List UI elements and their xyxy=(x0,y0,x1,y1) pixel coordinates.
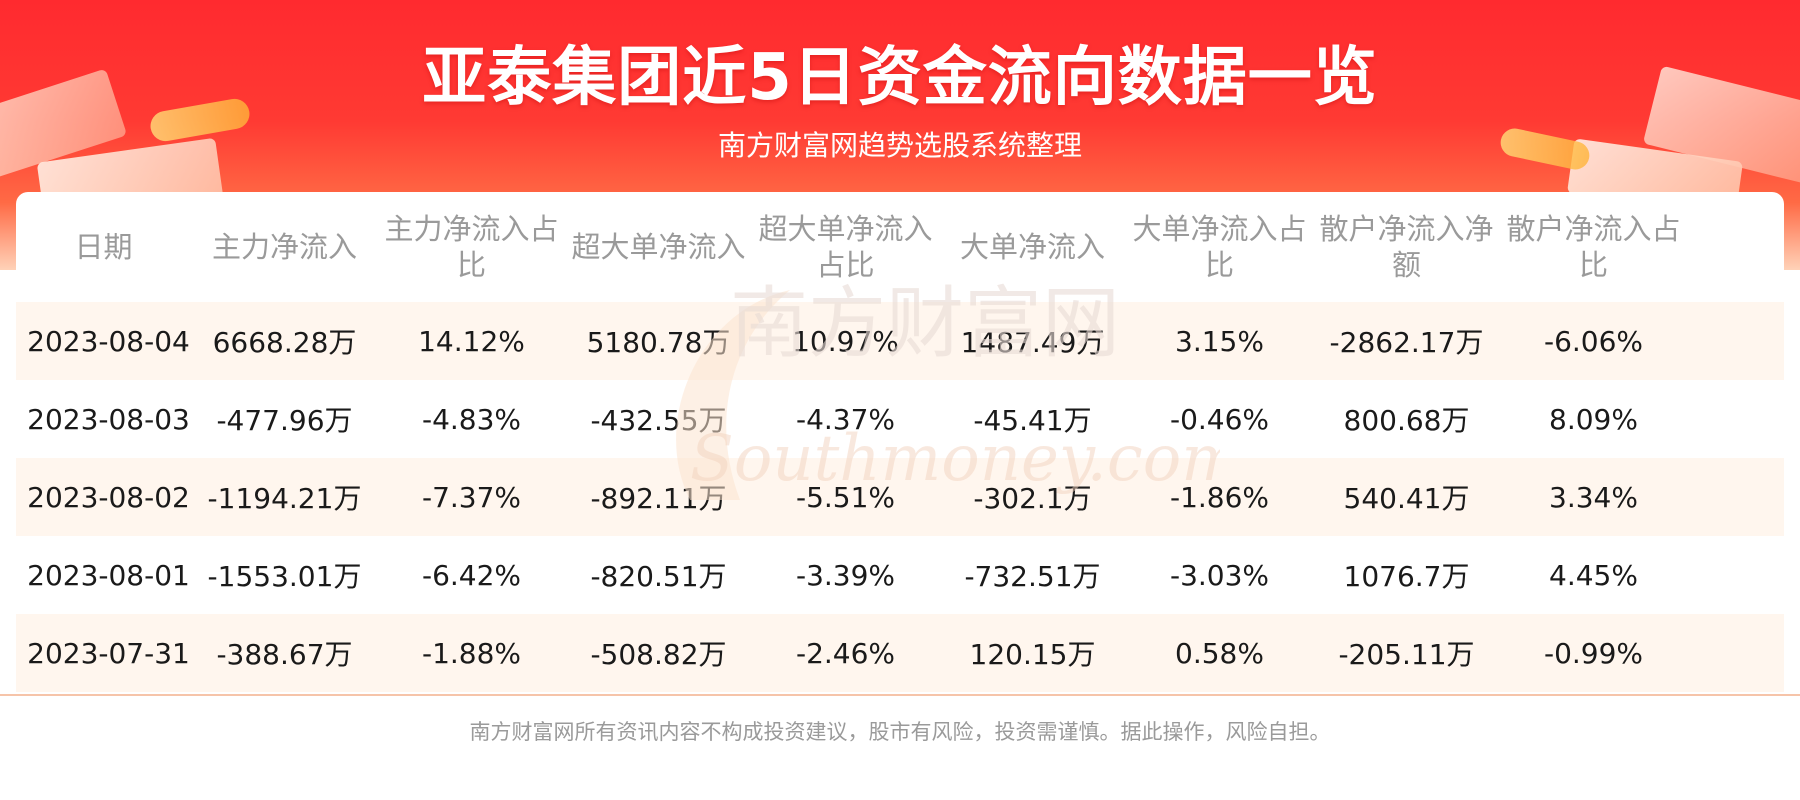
cell-super-large-ratio: -2.46% xyxy=(795,636,896,670)
table-row: 2023-08-04 6668.28万 14.12% 5180.78万 10.9… xyxy=(16,302,1784,380)
cell-large-inflow: 120.15万 xyxy=(969,638,1096,671)
cell-retail-inflow: 1076.7万 xyxy=(1343,560,1470,593)
column-header-date: 日期 xyxy=(74,230,133,264)
cell-date: 2023-07-31 xyxy=(27,636,190,670)
table-row: 2023-08-03 -477.96万 -4.83% -432.55万 -4.3… xyxy=(16,380,1784,458)
cell-super-large-inflow: -892.11万 xyxy=(590,482,727,515)
cell-large-inflow: -302.1万 xyxy=(973,482,1092,515)
cell-main-inflow: -1194.21万 xyxy=(207,482,362,515)
cell-retail-ratio: 3.34% xyxy=(1549,480,1638,514)
cell-large-ratio: 0.58% xyxy=(1175,636,1264,670)
cell-retail-ratio: 4.45% xyxy=(1549,558,1638,592)
cell-super-large-ratio: -5.51% xyxy=(795,480,896,514)
page-title: 亚泰集团近5日资金流向数据一览 xyxy=(422,41,1378,115)
cell-main-inflow: -477.96万 xyxy=(216,404,353,437)
cell-main-ratio: -6.42% xyxy=(421,558,522,592)
column-header-super-large-ratio: 超大单净流入占比 xyxy=(758,212,933,282)
cell-date: 2023-08-01 xyxy=(27,558,190,592)
page-subtitle: 南方财富网趋势选股系统整理 xyxy=(717,129,1082,162)
cell-large-inflow: -732.51万 xyxy=(964,560,1101,593)
cell-date: 2023-08-03 xyxy=(27,402,190,436)
cell-date: 2023-08-04 xyxy=(27,324,190,358)
disclaimer-text: 南方财富网所有资讯内容不构成投资建议，股市有风险，投资需谨慎。据此操作，风险自担… xyxy=(469,720,1331,744)
cell-super-large-inflow: -432.55万 xyxy=(590,404,727,437)
cell-retail-inflow: 800.68万 xyxy=(1343,404,1470,437)
cell-main-ratio: -7.37% xyxy=(421,480,522,514)
cell-main-ratio: -1.88% xyxy=(421,636,522,670)
cell-retail-ratio: -6.06% xyxy=(1543,324,1644,358)
column-header-main-ratio: 主力净流入占比 xyxy=(384,212,559,282)
cell-large-inflow: -45.41万 xyxy=(973,404,1092,437)
cell-main-inflow: -388.67万 xyxy=(216,638,353,671)
cell-large-ratio: -3.03% xyxy=(1169,558,1270,592)
cell-large-ratio: -0.46% xyxy=(1169,402,1270,436)
cell-date: 2023-08-02 xyxy=(27,480,190,514)
cell-super-large-ratio: -3.39% xyxy=(795,558,896,592)
cell-retail-inflow: -205.11万 xyxy=(1338,638,1475,671)
table-row: 2023-07-31 -388.67万 -1.88% -508.82万 -2.4… xyxy=(16,614,1784,692)
table-row: 2023-08-02 -1194.21万 -7.37% -892.11万 -5.… xyxy=(16,458,1784,536)
table-header-row: 日期 主力净流入 主力净流入占比 超大单净流入 超大单净流入占比 大单净流入 大… xyxy=(16,192,1784,302)
cell-main-inflow: 6668.28万 xyxy=(212,326,357,359)
cell-large-ratio: 3.15% xyxy=(1175,324,1264,358)
cell-large-inflow: 1487.49万 xyxy=(960,326,1105,359)
column-header-large-ratio: 大单净流入占比 xyxy=(1132,212,1307,282)
cell-retail-ratio: 8.09% xyxy=(1549,402,1638,436)
cell-super-large-inflow: 5180.78万 xyxy=(586,326,731,359)
column-header-main-inflow: 主力净流入 xyxy=(211,230,357,264)
column-header-retail-ratio: 散户净流入占比 xyxy=(1506,212,1681,282)
cell-super-large-ratio: -4.37% xyxy=(795,402,896,436)
table-card: 日期 主力净流入 主力净流入占比 超大单净流入 超大单净流入占比 大单净流入 大… xyxy=(16,192,1784,692)
table-row: 2023-08-01 -1553.01万 -6.42% -820.51万 -3.… xyxy=(16,536,1784,614)
cell-main-ratio: 14.12% xyxy=(418,324,525,358)
cell-super-large-inflow: -820.51万 xyxy=(590,560,727,593)
cell-retail-inflow: -2862.17万 xyxy=(1329,326,1484,359)
column-header-large-inflow: 大单净流入 xyxy=(959,230,1105,264)
column-header-retail-inflow: 散户净流入净额 xyxy=(1319,212,1494,282)
cell-retail-ratio: -0.99% xyxy=(1543,636,1644,670)
footer-divider xyxy=(0,694,1800,696)
cell-super-large-inflow: -508.82万 xyxy=(590,638,727,671)
cell-super-large-ratio: 10.97% xyxy=(792,324,899,358)
cell-retail-inflow: 540.41万 xyxy=(1343,482,1470,515)
column-header-super-large-inflow: 超大单净流入 xyxy=(571,230,746,264)
cell-main-inflow: -1553.01万 xyxy=(207,560,362,593)
cell-main-ratio: -4.83% xyxy=(421,402,522,436)
cell-large-ratio: -1.86% xyxy=(1169,480,1270,514)
